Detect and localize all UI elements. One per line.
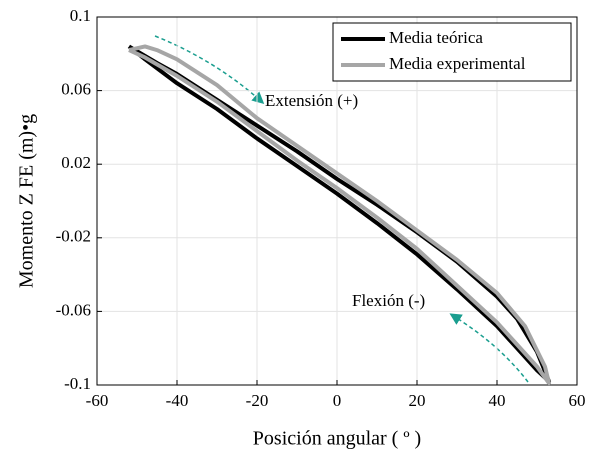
y-tick-label: 0.1	[70, 6, 91, 25]
x-tick-label: -40	[166, 391, 189, 410]
x-tick-label: 20	[409, 391, 426, 410]
x-tick-label: 40	[489, 391, 506, 410]
x-tick-label: 60	[569, 391, 586, 410]
annotation: Extensión (+)	[265, 91, 358, 110]
x-tick-label: 0	[333, 391, 342, 410]
arrow	[154, 35, 265, 104]
plot-frame	[96, 16, 578, 386]
y-tick-label: -0.06	[56, 300, 91, 319]
series-line	[128, 44, 551, 386]
legend-label: Media experimental	[389, 54, 526, 73]
y-tick-label: -0.02	[56, 227, 91, 246]
y-axis-label: Momento Z FE (m)•g	[16, 114, 38, 288]
arrow	[449, 313, 529, 383]
legend-label: Media teórica	[389, 28, 483, 47]
legend-box	[332, 22, 572, 82]
y-tick-label: 0.02	[61, 153, 91, 172]
annotation: Flexión (-)	[352, 291, 425, 310]
x-tick-label: -20	[246, 391, 269, 410]
y-tick-label: -0.1	[64, 374, 91, 393]
x-tick-label: -60	[86, 391, 109, 410]
x-axis-label: Posición angular ( º )	[253, 428, 421, 450]
y-tick-label: 0.06	[61, 80, 91, 99]
